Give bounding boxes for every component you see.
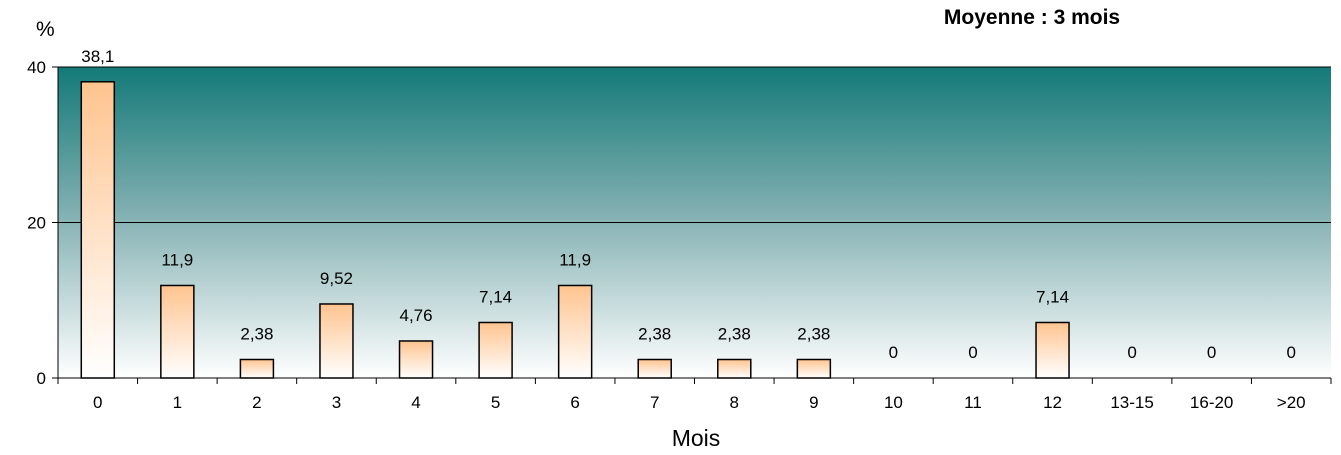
- data-label: 0: [1286, 343, 1295, 362]
- data-label: 2,38: [240, 324, 273, 343]
- data-label: 0: [1207, 343, 1216, 362]
- data-label: 2,38: [797, 324, 830, 343]
- bar: [717, 358, 752, 379]
- y-axis-label: %: [36, 18, 55, 41]
- y-tick-label: 40: [27, 58, 46, 77]
- x-tick-label: 16-20: [1190, 393, 1233, 412]
- data-label: 2,38: [718, 324, 751, 343]
- bar: [319, 303, 354, 379]
- bar: [796, 358, 832, 379]
- bar: [557, 284, 593, 379]
- x-tick-label: 1: [173, 393, 182, 412]
- bar: [398, 340, 434, 379]
- bar: [160, 284, 195, 379]
- bar: [478, 321, 513, 379]
- x-tick-label: 10: [884, 393, 903, 412]
- x-tick-label: 13-15: [1110, 393, 1153, 412]
- y-tick-label: 0: [37, 369, 46, 388]
- x-tick-label: 7: [650, 393, 659, 412]
- data-label: 0: [968, 343, 977, 362]
- x-tick-label: 9: [809, 393, 818, 412]
- x-tick-label: 0: [93, 393, 102, 412]
- x-tick-label: 4: [411, 393, 420, 412]
- bar: [637, 358, 672, 379]
- data-label: 0: [889, 343, 898, 362]
- x-tick-label: 8: [730, 393, 739, 412]
- bar: [80, 81, 116, 379]
- data-label: 7,14: [1036, 287, 1069, 306]
- bar: [239, 358, 275, 379]
- data-labels: 38,1 11,9 2,38 9,52 4,76 7,14 11,9 2,38 2,38 2,38…: [81, 47, 1296, 362]
- average-annotation: Moyenne : 3 mois: [944, 6, 1120, 29]
- x-tick-label: 3: [332, 393, 341, 412]
- data-label: 4,76: [399, 306, 432, 325]
- x-tick-label: >20: [1277, 393, 1306, 412]
- y-tick-label: 20: [27, 214, 46, 233]
- gridlines: [58, 66, 1331, 223]
- x-tick-label: 2: [252, 393, 261, 412]
- data-label: 38,1: [81, 47, 114, 66]
- data-label: 11,9: [559, 250, 591, 269]
- x-tick-label: 12: [1043, 393, 1062, 412]
- data-label: 2,38: [638, 324, 671, 343]
- x-tick-label: 11: [964, 393, 982, 412]
- bar: [1035, 321, 1070, 379]
- data-label: 11,9: [161, 250, 193, 269]
- bars: [80, 81, 1070, 379]
- axes: [52, 66, 1332, 384]
- data-label: 7,14: [479, 287, 512, 306]
- x-axis-label: Mois: [672, 425, 721, 451]
- data-label: 9,52: [320, 269, 353, 288]
- x-tick-label: 5: [491, 393, 500, 412]
- x-tick-label: 6: [570, 393, 579, 412]
- data-label: 0: [1127, 343, 1136, 362]
